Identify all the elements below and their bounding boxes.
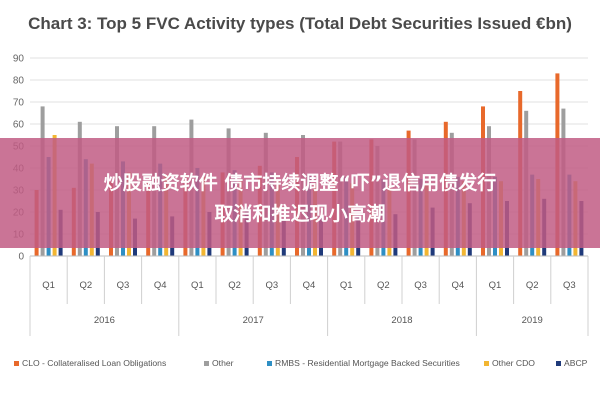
legend-item: Other CDO [484,356,535,370]
x-tick-label: Q1 [340,280,353,291]
legend-swatch [556,360,561,366]
y-tick-label: 80 [13,76,25,87]
legend: CLO - Collateralised Loan Obligations Oth… [14,356,594,370]
x-tick-label: Q1 [42,280,55,291]
legend-label: CLO - Collateralised Loan Obligations [22,358,167,368]
legend-label: Other [212,358,234,368]
year-label: 2016 [94,315,115,326]
legend-swatch [484,360,489,366]
legend-item: CLO - Collateralised Loan Obligations [14,356,166,370]
y-tick-label: 60 [13,120,25,131]
chart-title: Chart 3: Top 5 FVC Activity types (Total… [28,14,572,33]
y-tick-label: 90 [13,54,25,65]
legend-swatch [204,360,209,366]
x-tick-label: Q4 [451,280,464,291]
legend-item: Other [204,356,234,370]
legend-label: ABCP [564,358,588,368]
banner-line-2: 取消和推迟现小高潮 [214,203,386,225]
legend-item: ABCP [556,356,587,370]
x-tick-label: Q2 [377,280,390,291]
year-label: 2018 [391,315,412,326]
x-tick-label: Q4 [154,280,167,291]
x-tick-label: Q3 [414,280,427,291]
y-tick-label: 0 [18,252,24,263]
y-tick-label: 70 [13,98,25,109]
year-label: 2019 [522,315,543,326]
overlay-banner: 炒股融资软件 债市持续调整“吓”退信用债发行 取消和推迟现小高潮 [0,138,600,248]
x-tick-label: Q3 [265,280,278,291]
legend-swatch [267,360,272,366]
x-tick-label: Q3 [117,280,130,291]
x-tick-label: Q2 [79,280,92,291]
x-tick-label: Q2 [526,280,539,291]
x-tick-label: Q3 [563,280,576,291]
x-tick-label: Q1 [191,280,204,291]
x-tick-label: Q2 [228,280,241,291]
legend-swatch [14,360,19,366]
x-tick-label: Q1 [489,280,502,291]
legend-label: RMBS - Residential Mortgage Backed Secur… [275,358,460,368]
x-tick-label: Q4 [303,280,316,291]
banner-line-1: 炒股融资软件 债市持续调整“吓”退信用债发行 [103,172,497,194]
year-label: 2017 [243,315,264,326]
legend-label: Other CDO [492,358,535,368]
legend-item: RMBS - Residential Mortgage Backed Secur… [267,356,460,370]
